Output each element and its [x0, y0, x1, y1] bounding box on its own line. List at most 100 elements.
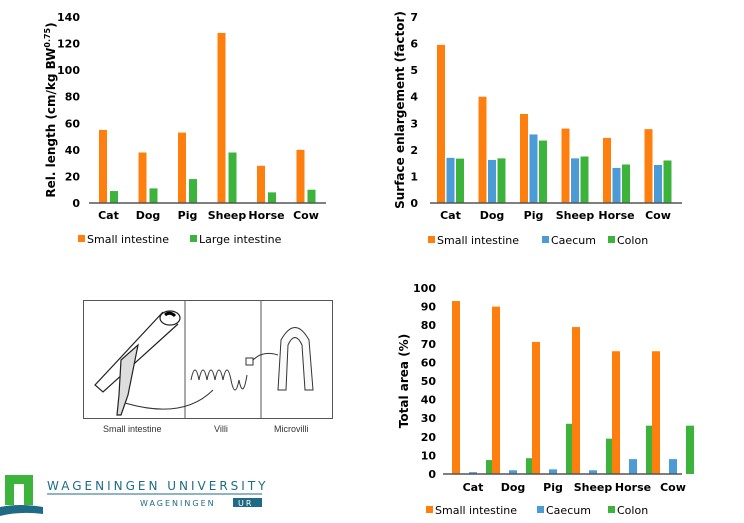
- legend-swatch: [426, 506, 433, 513]
- x-tick-label: Dog: [136, 209, 161, 222]
- x-tick-label: Dog: [480, 209, 505, 222]
- bar-colon-cow: [663, 160, 672, 203]
- chart-0: 0 20 40 60 80 100 120 140 Cat Dog Pig Sheep Horse Cow…: [43, 11, 326, 246]
- x-tick-label: Cat: [463, 481, 484, 494]
- legend-swatch: [537, 506, 544, 513]
- bar-colon-cat: [456, 158, 464, 203]
- bar-caecum-sheep: [571, 158, 579, 203]
- legend-label: Small intestine: [437, 234, 519, 247]
- y-tick-label: 80: [421, 319, 437, 332]
- bar-caecum-pig: [529, 134, 538, 203]
- legend-label: Small intestine: [87, 233, 169, 246]
- bar-small-intestine-dog: [478, 96, 487, 203]
- wageningen-logo: WAGENINGEN UNIVERSITY WAGENINGEN UR: [0, 475, 266, 516]
- x-tick-label: Sheep: [208, 209, 247, 222]
- bar-small-intestine-pig: [520, 113, 528, 203]
- arrow: [252, 352, 279, 361]
- x-tick-label: Sheep: [574, 481, 613, 494]
- legend-swatch: [608, 236, 615, 243]
- x-tick-label: Pig: [524, 209, 544, 222]
- y-axis-label: Rel. length (cm/kg BW0.75): [43, 22, 58, 197]
- x-tick-label: Cow: [645, 209, 671, 222]
- x-tick-label: Cow: [293, 209, 319, 222]
- bar-caecum-dog: [509, 470, 517, 474]
- bar-large-intestine-pig: [189, 179, 197, 203]
- bar-large-intestine-cow: [307, 189, 316, 203]
- caption-small-intestine: Small intestine: [103, 424, 162, 434]
- bar-caecum-cow: [654, 165, 662, 203]
- bar-colon-horse: [646, 425, 654, 474]
- bar-small-intestine-horse: [603, 137, 611, 203]
- bar-caecum-cat: [446, 157, 455, 203]
- y-axis-label: Surface enlargement (factor): [393, 11, 407, 209]
- legend-label: Colon: [617, 504, 648, 517]
- bar-small-intestine-cow: [652, 351, 660, 474]
- legend-swatch: [608, 506, 615, 513]
- y-tick-label: 20: [421, 431, 437, 444]
- small-intestine-sketch: [94, 310, 181, 416]
- bar-large-intestine-cat: [110, 191, 118, 203]
- x-tick-label: Sheep: [556, 209, 595, 222]
- legend-swatch: [428, 236, 435, 243]
- x-tick-label: Horse: [248, 209, 284, 222]
- bar-small-intestine-dog: [138, 152, 147, 203]
- microvilli-sketch: [277, 327, 314, 391]
- bar-caecum-horse: [629, 459, 637, 474]
- bar-large-intestine-horse: [268, 192, 276, 203]
- chart-1: 0 1 2 3 4 5 6 7 Cat Dog Pig Sheep Horse Cow Surface en…: [393, 11, 682, 247]
- x-tick-label: Horse: [598, 209, 634, 222]
- bar-colon-sheep: [606, 438, 614, 474]
- y-tick-label: 6: [410, 38, 418, 51]
- y-tick-label: 30: [421, 412, 437, 425]
- bar-caecum-pig: [549, 469, 557, 474]
- x-tick-label: Pig: [178, 209, 198, 222]
- villi-sketch: [190, 369, 248, 391]
- x-tick-label: Cat: [98, 209, 119, 222]
- bar-small-intestine-horse: [612, 351, 620, 474]
- y-tick-label: 50: [421, 375, 437, 388]
- bar-small-intestine-horse: [257, 165, 265, 203]
- caption-villi: Villi: [214, 424, 228, 434]
- legend-label: Caecum: [546, 504, 591, 517]
- y-tick-label: 0: [72, 197, 80, 210]
- y-tick-label: 7: [410, 11, 418, 24]
- y-tick-label: 4: [410, 91, 418, 104]
- y-tick-label: 2: [410, 144, 418, 157]
- bar-caecum-cow: [669, 459, 677, 474]
- bar-colon-pig: [539, 140, 547, 203]
- bar-colon-cat: [486, 460, 494, 474]
- legend-swatch: [190, 235, 197, 242]
- y-tick-label: 120: [57, 38, 80, 51]
- legend-label: Colon: [617, 234, 648, 247]
- bar-large-intestine-dog: [149, 188, 158, 203]
- bar-caecum-sheep: [589, 470, 597, 474]
- y-tick-label: 70: [421, 338, 437, 351]
- bar-caecum-cat: [469, 472, 477, 474]
- y-tick-label: 5: [410, 64, 418, 77]
- chart-2: 0 10 20 30 40 50 60 70 80 90 100 Cat Dog Pig Sheep Hors…: [397, 282, 694, 517]
- x-tick-label: Dog: [501, 481, 526, 494]
- bar-small-intestine-sheep: [572, 327, 580, 474]
- y-tick-label: 20: [65, 170, 81, 183]
- x-tick-label: Cow: [660, 481, 686, 494]
- y-tick-label: 1: [410, 170, 418, 183]
- y-axis-label: Total area (%): [397, 334, 411, 428]
- bar-small-intestine-sheep: [217, 32, 226, 203]
- bar-small-intestine-pig: [532, 341, 540, 474]
- legend-swatch: [542, 236, 549, 243]
- caption-microvilli: Microvilli: [274, 424, 309, 434]
- bar-small-intestine-cow: [296, 149, 305, 203]
- logo-line2: WAGENINGEN: [140, 499, 216, 508]
- legend-label: Caecum: [551, 234, 596, 247]
- y-tick-label: 90: [421, 301, 437, 314]
- legend-label: Small intestine: [435, 504, 517, 517]
- y-tick-label: 40: [65, 144, 81, 157]
- logo-ur: UR: [238, 499, 253, 508]
- bar-caecum-dog: [488, 159, 496, 203]
- y-tick-label: 3: [410, 117, 418, 130]
- bar-small-intestine-cat: [437, 44, 445, 204]
- legend-swatch: [78, 235, 85, 242]
- y-tick-label: 10: [421, 449, 437, 462]
- legend-label: Large intestine: [199, 233, 282, 246]
- bar-colon-cow: [686, 425, 694, 474]
